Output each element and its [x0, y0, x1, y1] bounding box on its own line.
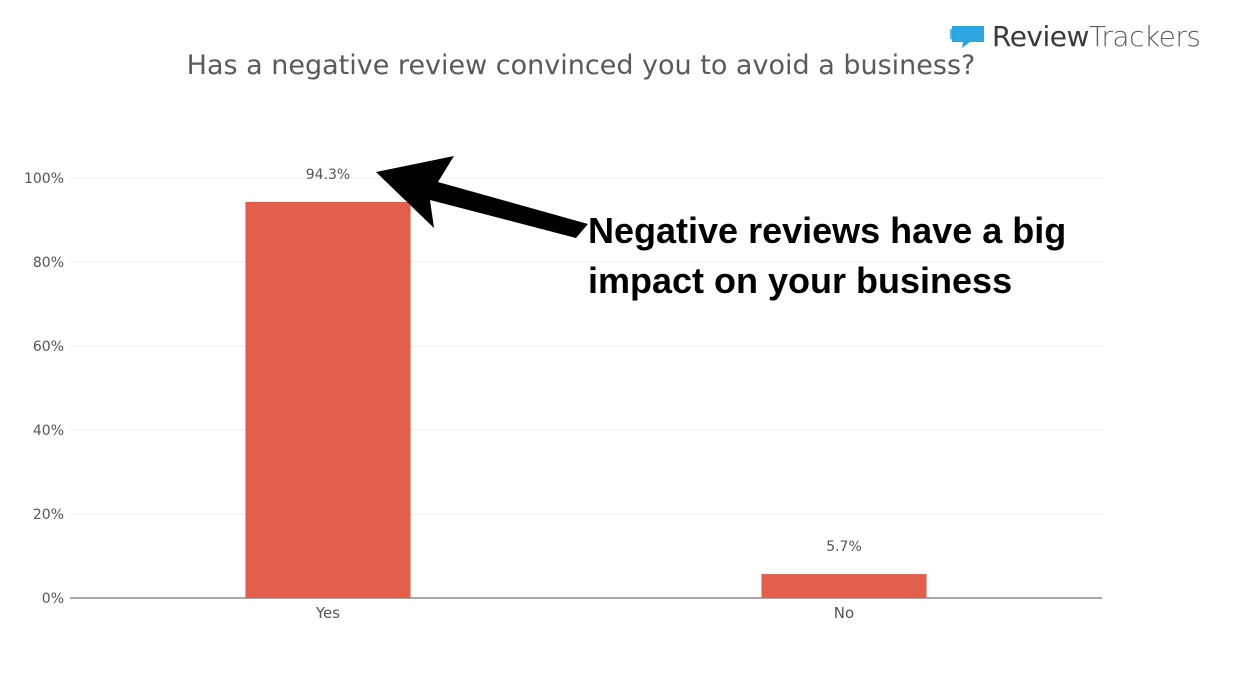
x-tick-label: Yes	[315, 604, 340, 622]
y-tick-label: 20%	[33, 507, 64, 523]
bar-yes	[245, 201, 411, 598]
x-axis-ticks: Yes No	[315, 604, 854, 622]
y-tick-label: 40%	[33, 423, 64, 439]
y-tick-label: 60%	[33, 339, 64, 355]
chart-title: Has a negative review convinced you to a…	[186, 50, 976, 81]
brand-name-part1: Review	[992, 19, 1089, 53]
annotation-callout: Negative reviews have a big impact on yo…	[588, 210, 1067, 301]
data-label: 94.3%	[306, 167, 350, 183]
grid-layer	[70, 177, 1102, 515]
brand-name-part2: Trackers	[1088, 19, 1201, 53]
y-tick-label: 0%	[42, 591, 64, 607]
y-axis-ticks: 0% 20% 40% 60% 80% 100%	[24, 171, 64, 607]
y-tick-label: 80%	[33, 255, 64, 271]
speech-bubble-icon	[950, 26, 984, 48]
data-labels-layer: 94.3% 5.7%	[306, 167, 862, 555]
x-tick-label: No	[834, 604, 854, 622]
brand-name: ReviewTrackers	[992, 20, 1201, 53]
y-tick-label: 100%	[24, 171, 64, 187]
bars-layer	[245, 201, 927, 598]
data-label: 5.7%	[826, 539, 862, 555]
brand-logo: ReviewTrackers	[948, 18, 1201, 54]
arrow-left-icon	[376, 156, 588, 238]
bar-no	[761, 574, 927, 598]
